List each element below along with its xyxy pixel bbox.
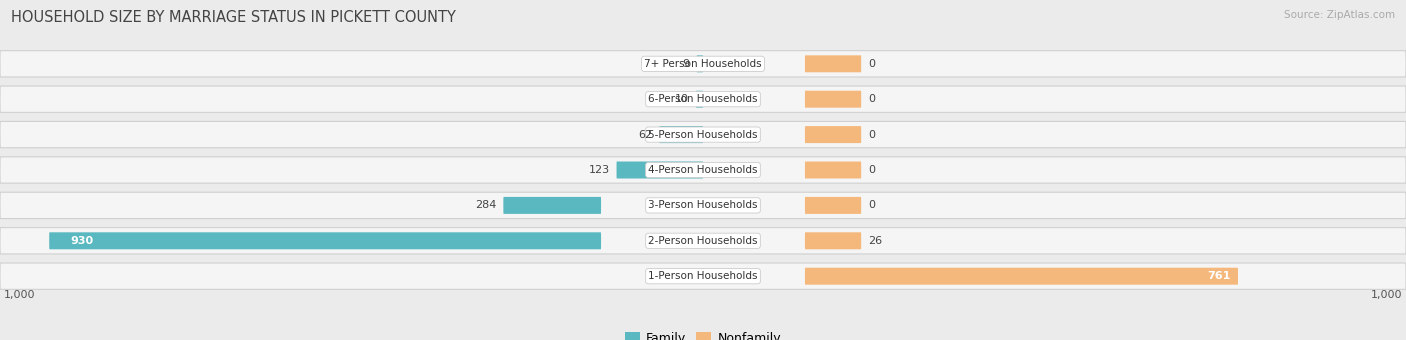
Text: 0: 0 [869, 59, 875, 69]
FancyBboxPatch shape [0, 227, 1406, 254]
FancyBboxPatch shape [659, 126, 703, 143]
Text: Source: ZipAtlas.com: Source: ZipAtlas.com [1284, 10, 1395, 20]
Text: 284: 284 [475, 200, 496, 210]
Text: HOUSEHOLD SIZE BY MARRIAGE STATUS IN PICKETT COUNTY: HOUSEHOLD SIZE BY MARRIAGE STATUS IN PIC… [11, 10, 456, 25]
Text: 26: 26 [869, 236, 883, 246]
FancyBboxPatch shape [616, 162, 703, 178]
FancyBboxPatch shape [804, 91, 862, 108]
FancyBboxPatch shape [0, 263, 1406, 289]
Text: 5-Person Households: 5-Person Households [648, 130, 758, 140]
Text: 930: 930 [70, 236, 93, 246]
Text: 7+ Person Households: 7+ Person Households [644, 59, 762, 69]
Text: 0: 0 [869, 200, 875, 210]
FancyBboxPatch shape [696, 91, 703, 108]
FancyBboxPatch shape [804, 126, 862, 143]
Legend: Family, Nonfamily: Family, Nonfamily [620, 327, 786, 340]
FancyBboxPatch shape [804, 162, 862, 178]
Text: 10: 10 [675, 94, 689, 104]
Text: 1,000: 1,000 [1371, 290, 1403, 300]
FancyBboxPatch shape [804, 268, 1239, 285]
Text: 3-Person Households: 3-Person Households [648, 200, 758, 210]
Text: 62: 62 [638, 130, 652, 140]
FancyBboxPatch shape [503, 197, 602, 214]
Text: 2-Person Households: 2-Person Households [648, 236, 758, 246]
Text: 0: 0 [869, 94, 875, 104]
FancyBboxPatch shape [804, 55, 862, 72]
FancyBboxPatch shape [0, 86, 1406, 113]
FancyBboxPatch shape [804, 197, 862, 214]
FancyBboxPatch shape [0, 192, 1406, 219]
Text: 123: 123 [588, 165, 610, 175]
Text: 1,000: 1,000 [3, 290, 35, 300]
Text: 0: 0 [869, 130, 875, 140]
FancyBboxPatch shape [0, 51, 1406, 77]
Text: 1-Person Households: 1-Person Households [648, 271, 758, 281]
FancyBboxPatch shape [0, 121, 1406, 148]
FancyBboxPatch shape [49, 232, 602, 249]
FancyBboxPatch shape [0, 157, 1406, 183]
Text: 6-Person Households: 6-Person Households [648, 94, 758, 104]
Text: 761: 761 [1208, 271, 1232, 281]
Text: 9: 9 [682, 59, 690, 69]
Text: 0: 0 [869, 165, 875, 175]
FancyBboxPatch shape [696, 55, 703, 72]
FancyBboxPatch shape [804, 232, 862, 249]
Text: 4-Person Households: 4-Person Households [648, 165, 758, 175]
